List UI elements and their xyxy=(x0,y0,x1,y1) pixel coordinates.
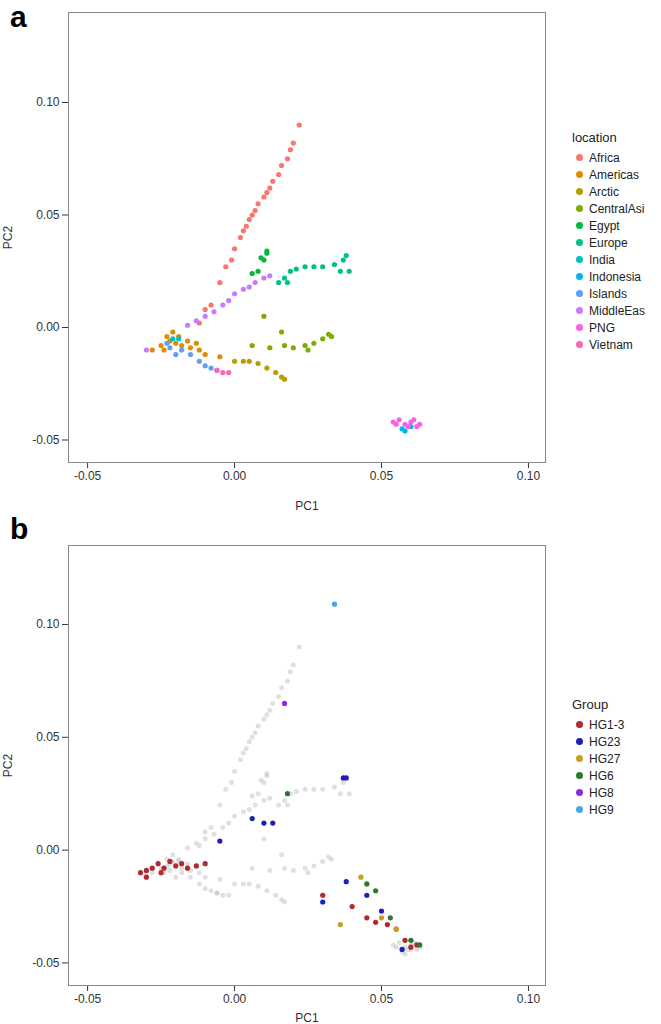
html-text:PNG: PNG xyxy=(589,320,615,335)
svg-text:0.05: 0.05 xyxy=(370,992,394,1006)
svg-text:0.00: 0.00 xyxy=(36,320,60,334)
svg-text:0.05: 0.05 xyxy=(370,469,394,483)
svg-text:-0.05: -0.05 xyxy=(74,992,102,1006)
svg-text:PC1: PC1 xyxy=(295,1011,319,1024)
svg-text:-0.05: -0.05 xyxy=(32,433,60,447)
html-text:Egypt: Egypt xyxy=(589,218,620,233)
html-text:Group: Group xyxy=(572,697,609,712)
html-text:Islands: Islands xyxy=(589,286,627,301)
html-text:Americas: Americas xyxy=(589,167,639,182)
html-text:location: location xyxy=(572,130,617,145)
html-text:Vietnam: Vietnam xyxy=(589,337,633,352)
html-text:b: b xyxy=(10,512,29,545)
svg-text:-0.05: -0.05 xyxy=(32,956,60,970)
html-text:Arctic: Arctic xyxy=(589,184,619,199)
html-text:Indonesia: Indonesia xyxy=(589,269,641,284)
svg-text:0.05: 0.05 xyxy=(36,208,60,222)
html-text:HG6: HG6 xyxy=(589,768,614,783)
svg-text:0.00: 0.00 xyxy=(223,992,247,1006)
svg-text:0.10: 0.10 xyxy=(517,992,541,1006)
svg-text:0.00: 0.00 xyxy=(223,469,247,483)
svg-text:0.05: 0.05 xyxy=(36,730,60,744)
html-text:India: India xyxy=(589,252,615,267)
svg-text:0.10: 0.10 xyxy=(36,617,60,631)
svg-text:PC1: PC1 xyxy=(295,499,319,513)
html-text:Europe: Europe xyxy=(589,235,628,250)
svg-text:0.10: 0.10 xyxy=(36,95,60,109)
svg-text:0.00: 0.00 xyxy=(36,843,60,857)
html-text:HG8: HG8 xyxy=(589,785,614,800)
html-text:HG23: HG23 xyxy=(589,734,621,749)
html-text:CentralAsi: CentralAsi xyxy=(589,201,645,216)
html-text:a: a xyxy=(10,0,27,33)
html-text:Africa: Africa xyxy=(589,150,620,165)
html-text:HG9: HG9 xyxy=(589,802,614,817)
html-text:HG1-3: HG1-3 xyxy=(589,717,625,732)
html-text:HG27: HG27 xyxy=(589,751,621,766)
svg-text:PC2: PC2 xyxy=(1,754,15,778)
svg-text:0.10: 0.10 xyxy=(517,469,541,483)
svg-text:PC2: PC2 xyxy=(1,226,15,250)
svg-text:-0.05: -0.05 xyxy=(74,469,102,483)
html-text:MiddleEas: MiddleEas xyxy=(589,303,645,318)
